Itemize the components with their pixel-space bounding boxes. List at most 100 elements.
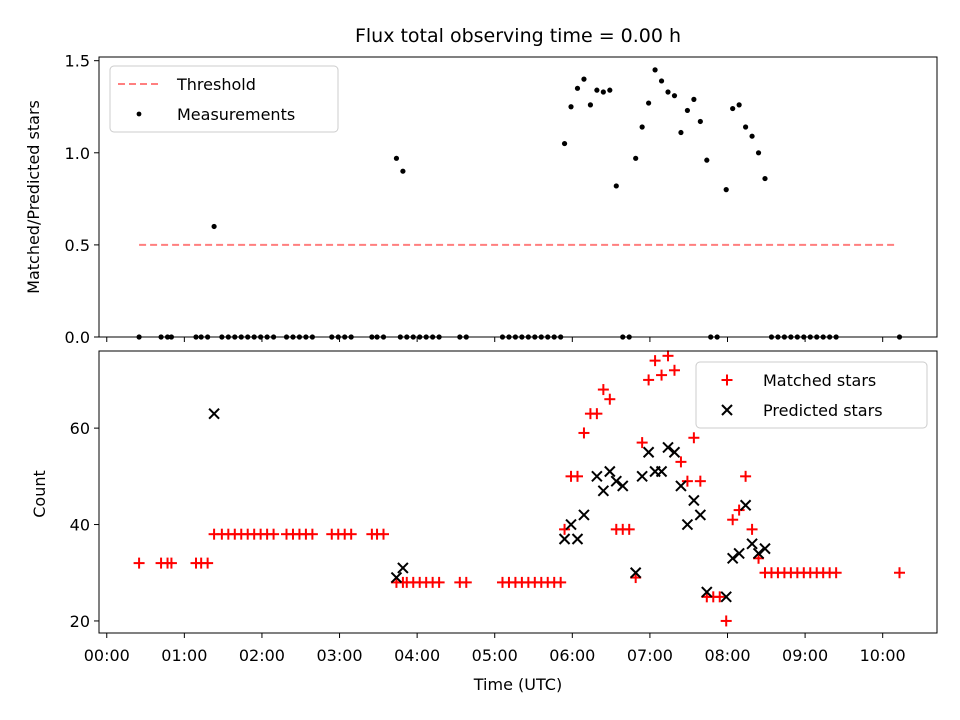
predicted-star-point: [208, 407, 220, 420]
matched-star-point: [643, 374, 655, 386]
bottom-x-tick-label: 06:00: [549, 646, 595, 665]
measurement-point: [607, 87, 613, 93]
top-y-tick-label: 1.5: [65, 52, 90, 71]
bottom-x-tick-label: 03:00: [316, 646, 362, 665]
bottom-y-tick-label: 60: [70, 419, 90, 438]
predicted-star-point: [720, 591, 732, 603]
predicted-legend-marker: [721, 404, 733, 416]
predicted-star-point: [390, 571, 403, 584]
measurement-point: [723, 187, 729, 193]
measurement-point: [730, 105, 736, 112]
bottom-x-ticks: 00:00 01:00 02:00 03:00 04:00 05:00 06:00 07:00…: [84, 633, 906, 665]
predicted-star-point: [662, 441, 674, 454]
bottom-legend-box: [695, 361, 928, 429]
chart-title: Flux total observing time = 0.00 h: [355, 25, 681, 47]
top-y-tick-label: 0.5: [65, 236, 90, 255]
top-y-tick-label: 0.0: [65, 328, 90, 347]
matched-star-point: [688, 432, 700, 444]
matched-star-point: [694, 475, 706, 487]
matched-star-point: [345, 528, 357, 540]
matched-legend-label: Matched stars: [763, 371, 876, 390]
matched-star-point: [433, 576, 445, 588]
matched-star-point: [378, 528, 390, 540]
predicted-star-point: [558, 533, 571, 545]
top-legend-box: [109, 65, 339, 133]
matched-star-point: [165, 557, 177, 569]
measurement-point: [568, 104, 574, 110]
predicted-star-point: [733, 547, 745, 560]
top-y-axis-label: Matched/Predicted stars: [24, 100, 43, 294]
measurement-point: [639, 124, 645, 130]
bottom-panel: 20 40 60 00:00 01:00 02:00 03:00 04:00 05:00 06:…: [30, 350, 938, 694]
top-legend: Threshold Measurements: [109, 65, 339, 133]
measurement-point: [211, 223, 217, 230]
top-x-ticks: [106, 337, 884, 342]
matched-star-point: [571, 470, 583, 482]
predicted-star-point: [701, 586, 713, 598]
predicted-star-point: [739, 499, 752, 511]
top-y-ticks: 0.0 0.5 1.0 1.5: [65, 52, 99, 347]
matched-legend-marker: [721, 374, 733, 386]
predicted-star-point: [746, 538, 758, 550]
matched-star-point: [714, 591, 726, 603]
matched-star-point: [727, 514, 739, 526]
measurement-point: [652, 67, 658, 73]
matched-star-point: [604, 393, 616, 405]
matched-star-point: [740, 470, 752, 482]
measurement-point: [704, 157, 710, 163]
predicted-star-point: [694, 509, 707, 521]
matched-star-point: [306, 528, 318, 540]
predicted-star-point: [681, 518, 694, 531]
x-axis-label: Time (UTC): [473, 675, 562, 694]
matched-star-point: [578, 427, 590, 439]
matched-star-point: [597, 384, 609, 396]
measurement-point: [665, 89, 671, 95]
bottom-y-axis-label: Count: [30, 470, 49, 518]
predicted-star-point: [636, 470, 648, 483]
bottom-x-tick-label: 10:00: [860, 646, 906, 665]
bottom-y-ticks: 20 40 60: [70, 419, 99, 631]
matched-star-point: [133, 557, 145, 569]
bottom-y-tick-label: 20: [70, 612, 90, 631]
measurement-point: [561, 140, 568, 147]
measurements-legend-swatch: [136, 111, 142, 117]
measurement-point: [574, 85, 581, 91]
bottom-legend: Matched stars Predicted stars: [695, 361, 928, 429]
matched-star-point: [649, 355, 661, 367]
measurements-legend-label: Measurements: [177, 105, 295, 124]
bottom-y-tick-label: 40: [70, 516, 90, 535]
predicted-star-point: [604, 465, 616, 478]
matched-star-point: [830, 567, 842, 579]
predicted-star-point: [629, 567, 642, 579]
bottom-x-tick-label: 05:00: [472, 646, 518, 665]
predicted-star-point: [726, 552, 739, 564]
matched-star-point: [623, 523, 635, 535]
measurement-point: [691, 96, 697, 102]
measurement-point: [697, 118, 703, 125]
counts-layer: [133, 350, 905, 627]
bottom-x-tick-label: 00:00: [84, 646, 130, 665]
predicted-star-point: [397, 562, 409, 574]
measurement-point: [400, 168, 406, 174]
matched-star-point: [668, 364, 680, 376]
bottom-x-tick-label: 02:00: [239, 646, 285, 665]
predicted-star-point: [565, 518, 577, 531]
measurement-point: [613, 183, 619, 189]
matched-star-point: [636, 437, 648, 449]
measurement-point: [762, 175, 768, 182]
measurement-point: [581, 76, 587, 82]
measurement-point: [743, 124, 749, 130]
predicted-star-point: [675, 480, 687, 492]
matched-star-point: [720, 615, 732, 627]
measurement-point: [678, 129, 684, 136]
matched-star-point: [202, 557, 214, 569]
matched-legend-swatch: [721, 374, 733, 386]
measurement-point: [600, 89, 606, 95]
matched-star-point: [555, 576, 567, 588]
top-panel: 0.0 0.5 1.0 1.5 Matched/Predicted stars Thr…: [24, 52, 938, 347]
top-y-tick-label: 1.0: [65, 144, 90, 163]
measurement-point: [671, 93, 678, 99]
measurement-point: [633, 155, 639, 161]
matched-star-point: [268, 528, 280, 540]
